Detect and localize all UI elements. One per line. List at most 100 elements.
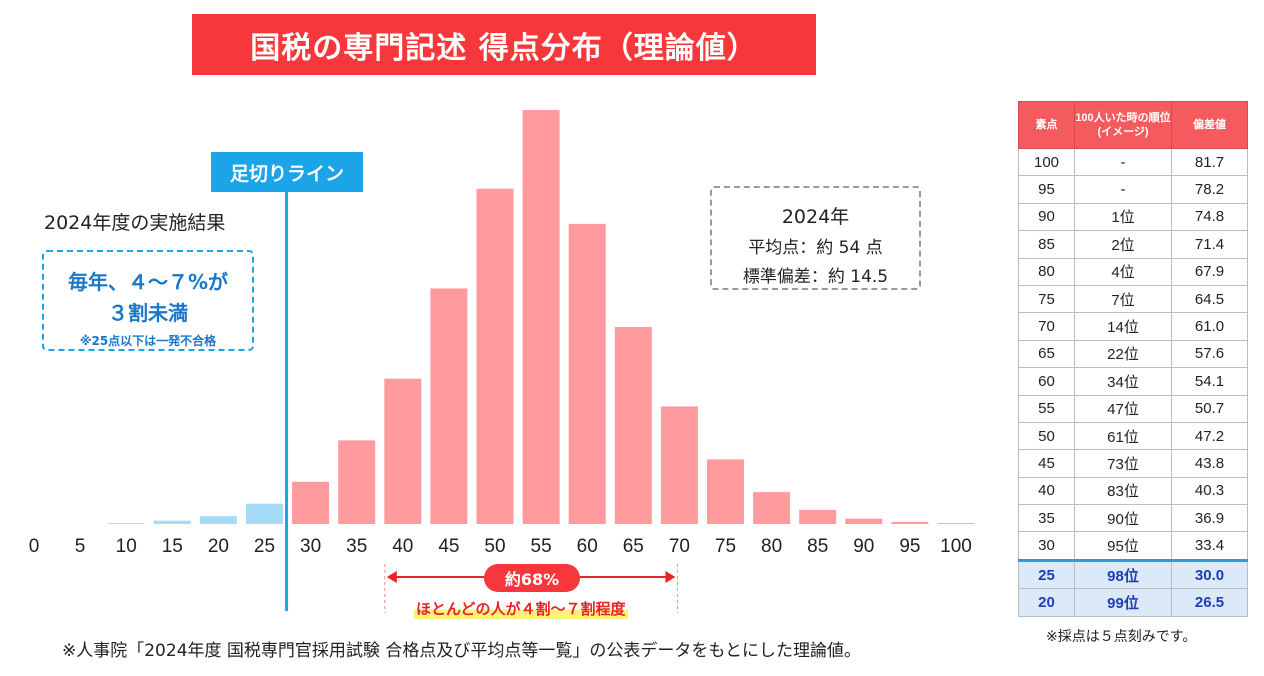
- table-cell-rank: -: [1074, 175, 1172, 204]
- table-cell-score: 70: [1018, 312, 1075, 341]
- table-cell-score: 50: [1018, 421, 1075, 451]
- table-cell-score: 60: [1018, 367, 1075, 396]
- table-row: 85 2位 71.4: [1018, 230, 1248, 259]
- x-tick-label: 65: [623, 536, 644, 557]
- table-cell-score: 40: [1018, 476, 1075, 506]
- table-cell-deviation: 74.8: [1171, 202, 1248, 232]
- bar: [199, 516, 237, 524]
- table-cell-score: 75: [1018, 284, 1075, 314]
- bar: [799, 509, 837, 524]
- x-tick-label: 50: [484, 536, 505, 557]
- page-title: 国税の専門記述 得点分布（理論値）: [192, 14, 816, 75]
- score-distribution-chart: 0 5 10 15 20 25 30 35 40 45 50 55 60 65 70 75 80 85 90 95 10…: [29, 110, 975, 613]
- table-cell-rank: -: [1074, 147, 1172, 177]
- cutoff-line-label: 足切りライン: [211, 152, 363, 192]
- table-cell-score: 65: [1018, 339, 1075, 369]
- x-tick-label: 80: [761, 536, 782, 557]
- cutoff-note-line3: ※25点以下は一発不合格: [79, 334, 217, 348]
- stats-box: 2024年 平均点：約 54 点 標準偏差：約 14.5: [710, 186, 921, 290]
- cutoff-note-line1: 毎年、４～７%が: [67, 270, 229, 294]
- bar: [753, 492, 791, 524]
- table-cell-rank: 99位: [1074, 588, 1172, 617]
- table-row: 95-78.2: [1018, 175, 1248, 204]
- table-cell-score: 45: [1018, 449, 1075, 478]
- stats-year: 2024年: [781, 206, 850, 228]
- range-caption: ほとんどの人が４割～７割程度: [414, 598, 628, 619]
- stats-mean: 平均点：約 54 点: [748, 238, 883, 258]
- x-tick-label: 15: [162, 536, 183, 557]
- bar: [338, 440, 376, 524]
- bar: [568, 223, 606, 524]
- table-cell-deviation: 61.0: [1171, 312, 1248, 341]
- table-row: 70 14位 61.0: [1018, 312, 1248, 341]
- table-cell-score: 30: [1018, 531, 1075, 561]
- table-cell-rank: 98位: [1074, 558, 1172, 590]
- table-cell-deviation: 36.9: [1171, 504, 1248, 533]
- bar: [614, 326, 652, 524]
- table-cell-score: 80: [1018, 257, 1075, 286]
- header-raw-score: 素点: [1018, 101, 1075, 149]
- table-row: 80 4位 67.9: [1018, 257, 1248, 286]
- table-cell-rank: 2位: [1074, 230, 1172, 259]
- x-tick-label: 10: [116, 536, 137, 557]
- table-row: 65 22位 57.6: [1018, 339, 1248, 369]
- x-tick-label: 5: [75, 536, 86, 557]
- x-tick-label: 45: [438, 536, 459, 557]
- table-cell-score: 20: [1018, 588, 1075, 617]
- range-percent-badge: 約68%: [484, 564, 580, 592]
- x-tick-label: 85: [807, 536, 828, 557]
- x-tick-label: 0: [29, 536, 40, 557]
- table-cell-deviation: 57.6: [1171, 339, 1248, 369]
- table-cell-deviation: 67.9: [1171, 257, 1248, 286]
- x-tick-label: 100: [940, 536, 972, 557]
- header-deviation: 偏差値: [1171, 101, 1248, 149]
- table-cell-deviation: 26.5: [1171, 588, 1248, 617]
- range-arrow-right-head: [665, 571, 676, 583]
- x-tick-label: 40: [392, 536, 413, 557]
- table-cell-rank: 7位: [1074, 284, 1172, 314]
- deviation-table: 素点 100人いた時の順位(イメージ) 偏差値 100-81.7 95-78.2 9…: [1018, 101, 1248, 617]
- bar: [384, 378, 422, 524]
- table-cell-score: 25: [1018, 558, 1075, 590]
- table-cell-deviation: 64.5: [1171, 284, 1248, 314]
- table-cell-score: 55: [1018, 394, 1075, 423]
- table-cell-score: 90: [1018, 202, 1075, 232]
- table-row: 100-81.7: [1018, 147, 1248, 177]
- table-row: 30 95位 33.4: [1018, 531, 1248, 561]
- table-cell-rank: 90位: [1074, 504, 1172, 533]
- table-cell-score: 100: [1018, 147, 1075, 177]
- x-tick-label: 55: [531, 536, 552, 557]
- bar: [660, 406, 698, 524]
- cutoff-note-box: 毎年、４～７%が ３割未満 ※25点以下は一発不合格: [42, 250, 254, 351]
- table-cell-rank: 95位: [1074, 531, 1172, 561]
- table-cell-deviation: 78.2: [1171, 175, 1248, 204]
- table-cell-rank: 83位: [1074, 476, 1172, 506]
- table-row: 90 1位 74.8: [1018, 202, 1248, 232]
- bar: [522, 110, 560, 524]
- x-tick-label: 30: [300, 536, 321, 557]
- cutoff-note-line2: ３割未満: [108, 301, 188, 325]
- table-cell-rank: 34位: [1074, 367, 1172, 396]
- table-row: 20 99位 26.5: [1018, 588, 1248, 617]
- table-cell-deviation: 54.1: [1171, 367, 1248, 396]
- table-cell-score: 85: [1018, 230, 1075, 259]
- bar: [107, 523, 145, 524]
- x-tick-label: 70: [669, 536, 690, 557]
- table-row: 45 73位 43.8: [1018, 449, 1248, 478]
- x-tick-label: 75: [715, 536, 736, 557]
- table-row: 60 34位 54.1: [1018, 367, 1248, 396]
- x-tick-label: 20: [208, 536, 229, 557]
- result-caption: 2024年度の実施結果: [44, 212, 226, 234]
- table-cell-deviation: 40.3: [1171, 476, 1248, 506]
- table-cell-rank: 61位: [1074, 421, 1172, 451]
- table-cell-deviation: 33.4: [1171, 531, 1248, 561]
- table-cell-rank: 22位: [1074, 339, 1172, 369]
- table-row: 25 98位 30.0: [1018, 558, 1248, 590]
- bar: [476, 188, 514, 524]
- table-cell-rank: 4位: [1074, 257, 1172, 286]
- table-row: 55 47位 50.7: [1018, 394, 1248, 423]
- source-footnote: ※人事院「2024年度 国税専門官採用試験 合格点及び平均点等一覧」の公表データ…: [62, 641, 861, 661]
- table-cell-deviation: 43.8: [1171, 449, 1248, 478]
- range-arrow-left-head: [386, 571, 397, 583]
- x-tick-label: 25: [254, 536, 275, 557]
